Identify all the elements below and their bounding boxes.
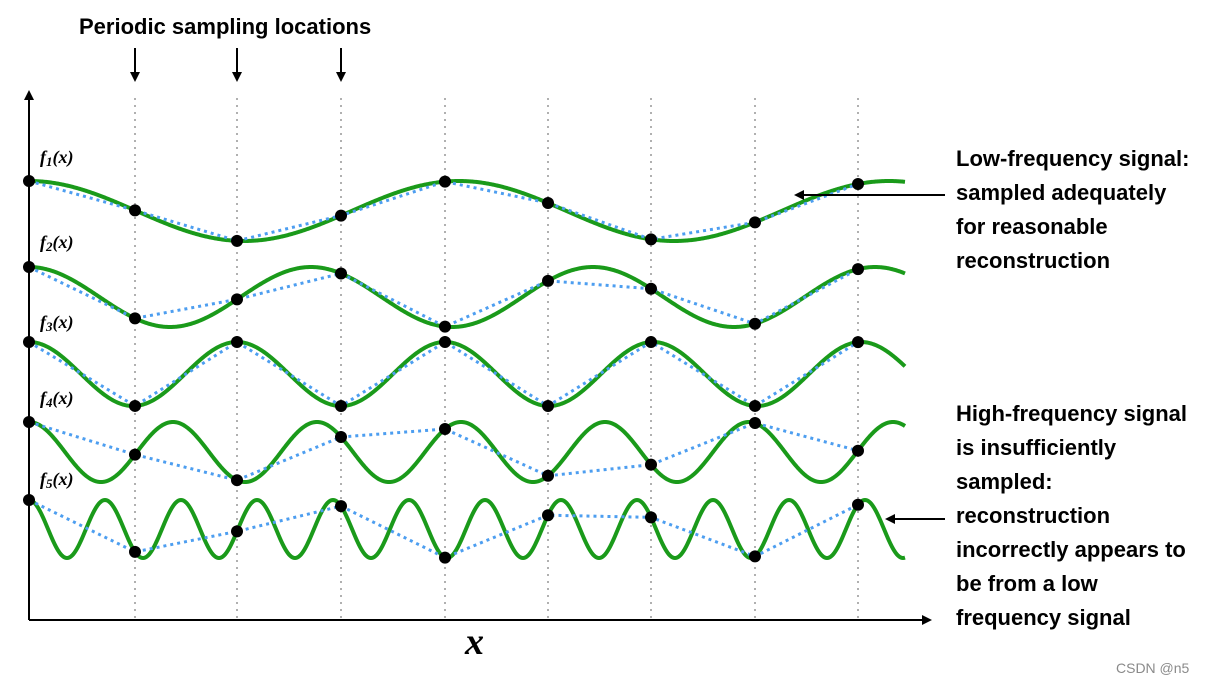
high-frequency-line: incorrectly appears to: [956, 537, 1186, 562]
sample-point: [23, 416, 35, 428]
sample-point: [542, 509, 554, 522]
sample-point: [23, 175, 35, 187]
sample-point: [542, 399, 554, 412]
sample-point: [852, 178, 864, 191]
sample-point: [852, 263, 864, 276]
sampling-lines: [134, 98, 859, 620]
x-axis-label: x: [464, 621, 484, 663]
low-frequency-line: for reasonable: [956, 214, 1108, 239]
sample-point: [439, 175, 451, 188]
sample-point: [645, 233, 657, 246]
low-frequency-line: sampled adequately: [956, 180, 1167, 205]
sample-point: [852, 498, 864, 511]
sample-point: [542, 196, 554, 209]
low-frequency-note: Low-frequency signal: sampled adequately…: [956, 146, 1196, 273]
reconstruction-line: [28, 340, 859, 408]
sample-point: [129, 312, 141, 325]
high-frequency-line: sampled:: [956, 469, 1053, 494]
sample-point: [542, 274, 554, 287]
signal-label-f3: f3(x): [40, 312, 74, 334]
sample-point: [23, 494, 35, 506]
sample-point: [231, 336, 243, 348]
high-frequency-line: be from a low: [956, 571, 1099, 596]
sample-point: [335, 209, 347, 222]
sample-point: [231, 474, 243, 487]
sample-point: [129, 448, 141, 461]
sample-point: [439, 423, 451, 436]
low-frequency-line: Low-frequency signal:: [956, 146, 1189, 171]
signal-curve: [29, 179, 906, 243]
sample-point: [335, 500, 347, 513]
sample-point: [852, 336, 864, 349]
sample-point: [23, 336, 35, 348]
low-frequency-line: reconstruction: [956, 248, 1110, 273]
sample-point: [749, 399, 761, 412]
sample-point: [335, 267, 347, 280]
sample-point: [23, 261, 35, 273]
reconstruction-line: [28, 265, 859, 329]
sample-point: [645, 282, 657, 295]
sample-point: [852, 444, 864, 457]
sample-point: [439, 336, 451, 348]
sample-point: [129, 545, 141, 558]
sample-point: [129, 399, 141, 412]
sample-point: [231, 234, 243, 247]
signal-label-f2: f2(x): [40, 232, 74, 254]
sample-point: [335, 431, 347, 443]
high-frequency-line: is insufficiently: [956, 435, 1117, 460]
sampling-location-arrows: [130, 48, 346, 82]
sample-point: [231, 525, 243, 538]
sample-point: [231, 293, 243, 306]
signal-curve: [28, 339, 907, 409]
high-frequency-line: frequency signal: [956, 605, 1131, 630]
sample-point: [129, 204, 141, 217]
sample-point: [439, 551, 451, 564]
signal-labels: f1(x) f2(x) f3(x) f4(x) f5(x): [40, 147, 74, 491]
sample-point: [645, 511, 657, 524]
diagram-title: Periodic sampling locations: [79, 14, 371, 39]
sample-point: [749, 317, 761, 330]
signal-label-f5: f5(x): [40, 469, 74, 491]
signals-group: [23, 175, 907, 564]
high-frequency-note: High-frequency signal is insufficiently …: [956, 401, 1193, 630]
sample-point: [645, 458, 657, 471]
sample-point: [645, 336, 657, 349]
high-frequency-line: reconstruction: [956, 503, 1110, 528]
high-frequency-line: High-frequency signal: [956, 401, 1187, 426]
sample-point: [749, 550, 761, 563]
sample-point: [439, 320, 451, 333]
signal-curve: [28, 497, 906, 561]
sample-point: [335, 400, 347, 412]
sample-point: [542, 469, 554, 482]
signal-label-f4: f4(x): [40, 388, 74, 410]
watermark: CSDN @n5: [1116, 660, 1190, 676]
sample-point: [749, 417, 761, 430]
sample-point: [749, 216, 761, 229]
signal-curve: [28, 419, 907, 485]
signal-label-f1: f1(x): [40, 147, 74, 169]
